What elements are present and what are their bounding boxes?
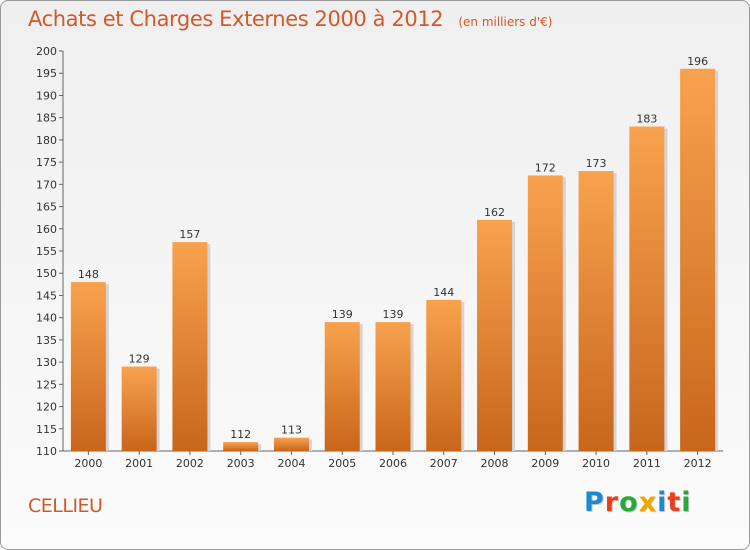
bar-value-label: 129 bbox=[129, 353, 150, 366]
bar-value-label: 139 bbox=[383, 308, 404, 321]
bar-value-label: 196 bbox=[687, 55, 708, 68]
brand-letter: i bbox=[681, 487, 692, 518]
x-tick-label: 2003 bbox=[227, 457, 255, 470]
y-tick-label: 200 bbox=[36, 45, 57, 58]
proxiti-logo: Proxiti bbox=[584, 487, 692, 518]
bar-2000 bbox=[70, 282, 106, 451]
bar-2002 bbox=[172, 242, 208, 451]
bars-group: 148 129 157 112 113 139 139 144 162 172 173 183 196 bbox=[70, 55, 719, 452]
bar-value-label: 112 bbox=[230, 428, 251, 441]
bar-2004 bbox=[273, 437, 309, 451]
bar-2011 bbox=[629, 126, 665, 452]
chart-header: Achats et Charges Externes 2000 à 2012 (… bbox=[28, 7, 552, 31]
x-tick-label: 2000 bbox=[74, 457, 102, 470]
bar-2009 bbox=[527, 175, 563, 451]
bar-2003 bbox=[223, 442, 259, 451]
y-tick-label: 180 bbox=[36, 134, 57, 147]
bar-2005 bbox=[324, 322, 360, 451]
x-tick-label: 2002 bbox=[176, 457, 204, 470]
y-tick-label: 120 bbox=[36, 401, 57, 414]
y-tick-label: 155 bbox=[36, 245, 57, 258]
brand-letter: P bbox=[584, 487, 605, 518]
bar-2006 bbox=[375, 322, 411, 451]
bar-value-label: 157 bbox=[179, 228, 200, 241]
bar-value-label: 172 bbox=[535, 161, 556, 174]
brand-letter: o bbox=[619, 487, 639, 518]
chart-subtitle: (en milliers d'€) bbox=[458, 15, 553, 29]
x-tick-label: 2012 bbox=[684, 457, 712, 470]
city-name: CELLIEU bbox=[28, 495, 103, 517]
y-tick-label: 140 bbox=[36, 312, 57, 325]
y-tick-label: 160 bbox=[36, 223, 57, 236]
brand-letter: i bbox=[657, 487, 668, 518]
y-tick-label: 110 bbox=[36, 445, 57, 458]
y-tick-label: 130 bbox=[36, 356, 57, 369]
y-tick-label: 195 bbox=[36, 67, 57, 80]
x-tick-label: 2007 bbox=[430, 457, 458, 470]
y-tick-label: 150 bbox=[36, 267, 57, 280]
bar-2001 bbox=[121, 366, 157, 451]
bar-2008 bbox=[477, 219, 513, 451]
y-tick-label: 165 bbox=[36, 201, 57, 214]
bar-value-label: 173 bbox=[586, 157, 607, 170]
x-tick-label: 2009 bbox=[531, 457, 559, 470]
y-tick-label: 185 bbox=[36, 112, 57, 125]
x-tick-label: 2010 bbox=[582, 457, 610, 470]
brand-letter: t bbox=[667, 487, 682, 518]
x-tick-label: 2008 bbox=[481, 457, 509, 470]
y-tick-label: 175 bbox=[36, 156, 57, 169]
bar-2012 bbox=[680, 68, 716, 452]
y-tick-label: 170 bbox=[36, 178, 57, 191]
y-tick-label: 115 bbox=[36, 423, 57, 436]
bar-value-label: 183 bbox=[636, 113, 657, 126]
bar-2010 bbox=[578, 171, 614, 451]
x-axis: 2000 2001 2002 2003 2004 2005 2006 2007 2008 2009… bbox=[63, 450, 723, 470]
x-tick-label: 2001 bbox=[125, 457, 153, 470]
y-tick-label: 190 bbox=[36, 89, 57, 102]
x-tick-label: 2011 bbox=[633, 457, 661, 470]
bar-value-label: 139 bbox=[332, 308, 353, 321]
y-tick-label: 145 bbox=[36, 289, 57, 302]
brand-letter: x bbox=[638, 487, 658, 518]
bar-value-label: 162 bbox=[484, 206, 505, 219]
bar-value-label: 148 bbox=[78, 268, 99, 281]
x-tick-label: 2006 bbox=[379, 457, 407, 470]
y-tick-label: 125 bbox=[36, 378, 57, 391]
x-tick-label: 2005 bbox=[328, 457, 356, 470]
bar-value-label: 144 bbox=[433, 286, 454, 299]
chart-title: Achats et Charges Externes 2000 à 2012 bbox=[28, 7, 444, 31]
bar-value-label: 113 bbox=[281, 424, 302, 437]
x-tick-label: 2004 bbox=[277, 457, 305, 470]
y-axis: 110 115 120 125 130 135 140 145 150 155 160 165 170 1… bbox=[36, 45, 64, 458]
brand-letter: r bbox=[604, 487, 620, 518]
bar-2007 bbox=[426, 299, 462, 451]
y-tick-label: 135 bbox=[36, 334, 57, 347]
